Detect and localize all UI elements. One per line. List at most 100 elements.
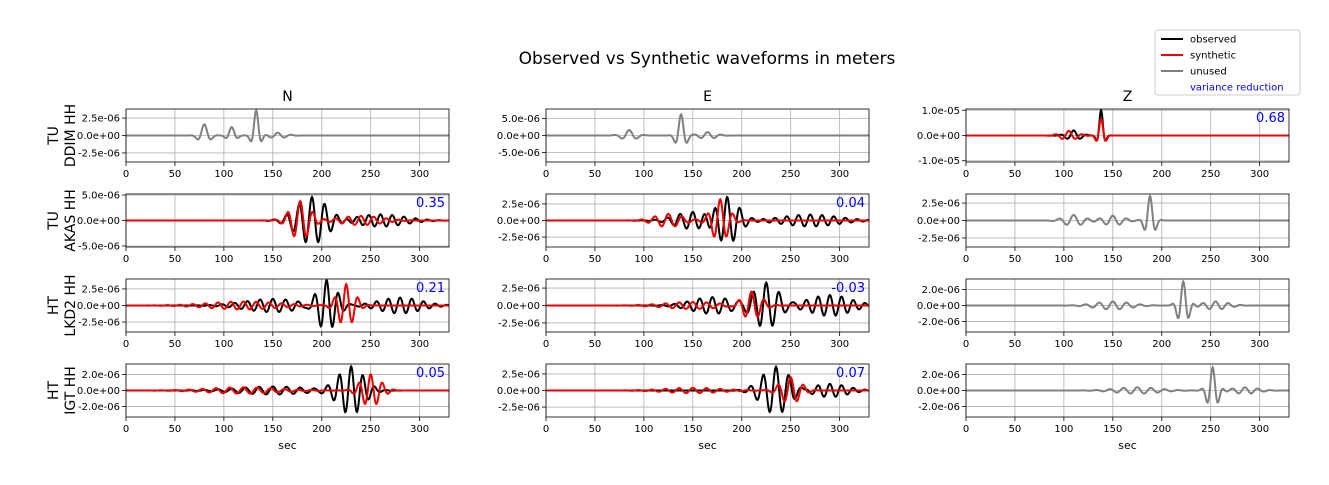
x-tick-label: 300 (410, 169, 429, 180)
panel-ddim-n: 0 50 100 150 200 250 300 -2.5e-06 0.0e+00 2.5e-06 (77, 108, 450, 180)
station-code: DDIM HH (63, 104, 79, 167)
x-tick-label: 100 (634, 339, 653, 350)
x-tick-label: 300 (830, 254, 849, 265)
x-tick-label: 250 (361, 424, 380, 435)
y-tick-label: 0.0e+00 (497, 386, 540, 397)
x-tick-label: 100 (214, 254, 233, 265)
observed-trace (546, 280, 869, 328)
y-tick-label: 0.0e+00 (917, 216, 960, 227)
x-tick-label: 100 (214, 169, 233, 180)
x-tick-label: 50 (589, 424, 602, 435)
synthetic-trace (126, 372, 449, 405)
variance-reduction-label: 0.21 (416, 281, 445, 296)
x-tick-label: 250 (781, 339, 800, 350)
y-tick-label: 0.0e+00 (77, 386, 120, 397)
x-tick-label: 300 (830, 424, 849, 435)
x-tick-label: 300 (410, 339, 429, 350)
x-tick-label: 150 (683, 254, 702, 265)
variance-reduction-label: -0.03 (831, 281, 865, 296)
x-tick-label: 300 (1250, 424, 1269, 435)
x-tick-label: 50 (1009, 254, 1022, 265)
synthetic-trace (126, 199, 449, 238)
x-tick-label: 50 (169, 339, 182, 350)
x-tick-label: 200 (732, 254, 751, 265)
x-tick-label: 0 (543, 339, 549, 350)
x-tick-label: 200 (732, 169, 751, 180)
panel-akas-e: 0 50 100 150 200 250 300 -2.5e-06 0.0e+00 2.5e-06… (497, 193, 870, 265)
x-tick-label: 0 (963, 424, 969, 435)
observed-trace (126, 279, 449, 328)
panel-akas-n: 0 50 100 150 200 250 300 -5.0e-06 0.0e+00 5.0e-06… (77, 191, 450, 265)
station-label-0: TUDDIM HH (46, 104, 79, 167)
y-tick-label: 2.5e-06 (502, 199, 540, 210)
x-tick-label: 0 (123, 169, 129, 180)
y-tick-label: 0.0e+00 (497, 216, 540, 227)
y-tick-label: -1.0e-05 (918, 156, 960, 167)
x-axis-label: sec (1118, 439, 1137, 452)
x-tick-label: 150 (1103, 169, 1122, 180)
x-tick-label: 150 (1103, 254, 1122, 265)
x-tick-label: 0 (543, 424, 549, 435)
y-tick-label: 2.0e-06 (82, 370, 120, 381)
column-title-z: Z (1123, 89, 1133, 105)
y-tick-label: 1.0e-05 (922, 106, 960, 117)
y-tick-label: 0.0e+00 (917, 386, 960, 397)
panel-ddim-z: 0 50 100 150 200 250 300 -1.0e-05 0.0e+00 1.0e-05… (917, 106, 1290, 180)
x-tick-label: 50 (589, 169, 602, 180)
station-code: IGT HH (63, 366, 79, 415)
network-code: TU (46, 126, 62, 146)
x-tick-label: 50 (589, 254, 602, 265)
station-label-3: HTIGT HH (46, 366, 79, 415)
y-tick-label: 0.0e+00 (497, 301, 540, 312)
unused-trace (126, 109, 449, 143)
x-tick-label: 250 (361, 254, 380, 265)
variance-reduction-label: 0.05 (416, 366, 445, 381)
x-tick-label: 200 (1152, 254, 1171, 265)
x-tick-label: 250 (1201, 169, 1220, 180)
synthetic-trace (546, 197, 869, 238)
x-tick-label: 150 (1103, 424, 1122, 435)
x-axis-label: sec (698, 439, 717, 452)
x-tick-label: 200 (312, 169, 331, 180)
y-tick-label: 2.5e-06 (922, 199, 960, 210)
x-tick-label: 100 (634, 424, 653, 435)
y-tick-label: 0.0e+00 (497, 131, 540, 142)
x-tick-label: 250 (1201, 339, 1220, 350)
x-tick-label: 250 (1201, 254, 1220, 265)
station-label-2: HTLKD2 HH (46, 274, 79, 336)
x-tick-label: 300 (410, 424, 429, 435)
x-tick-label: 200 (732, 424, 751, 435)
panel-igt-z: 0 50 100 150 200 250 300 -2.0e-06 0.0e+00 2.0e-06… (917, 363, 1290, 452)
legend: observed synthetic unused variance reductio… (1154, 29, 1301, 96)
x-tick-label: 300 (1250, 339, 1269, 350)
network-code: HT (46, 296, 62, 316)
column-title-n: N (282, 89, 292, 105)
y-tick-label: 2.5e-06 (502, 369, 540, 380)
synthetic-trace (546, 290, 869, 318)
panel-akas-z: 0 50 100 150 200 250 300 -2.5e-06 0.0e+00 2.5e-06 (917, 193, 1290, 265)
y-tick-label: 2.0e-06 (922, 285, 960, 296)
x-tick-label: 0 (123, 254, 129, 265)
x-tick-label: 0 (123, 339, 129, 350)
network-code: HT (46, 381, 62, 401)
x-tick-label: 100 (1054, 339, 1073, 350)
x-tick-label: 200 (312, 339, 331, 350)
unused-trace (966, 279, 1289, 320)
x-tick-label: 0 (543, 254, 549, 265)
x-tick-label: 250 (781, 424, 800, 435)
x-tick-label: 0 (543, 169, 549, 180)
x-tick-label: 150 (263, 254, 282, 265)
y-tick-label: 0.0e+00 (77, 216, 120, 227)
y-tick-label: -2.5e-06 (78, 318, 120, 329)
x-tick-label: 250 (781, 169, 800, 180)
x-tick-label: 100 (214, 339, 233, 350)
x-tick-label: 200 (1152, 424, 1171, 435)
panel-lkd2-e: 0 50 100 150 200 250 300 -2.5e-06 0.0e+00 2.5e-06… (497, 278, 870, 350)
x-tick-label: 50 (1009, 169, 1022, 180)
x-tick-label: 150 (683, 424, 702, 435)
y-tick-label: 2.0e-06 (922, 370, 960, 381)
unused-trace (966, 365, 1289, 404)
y-tick-label: -2.5e-06 (498, 403, 540, 414)
x-tick-label: 150 (1103, 339, 1122, 350)
